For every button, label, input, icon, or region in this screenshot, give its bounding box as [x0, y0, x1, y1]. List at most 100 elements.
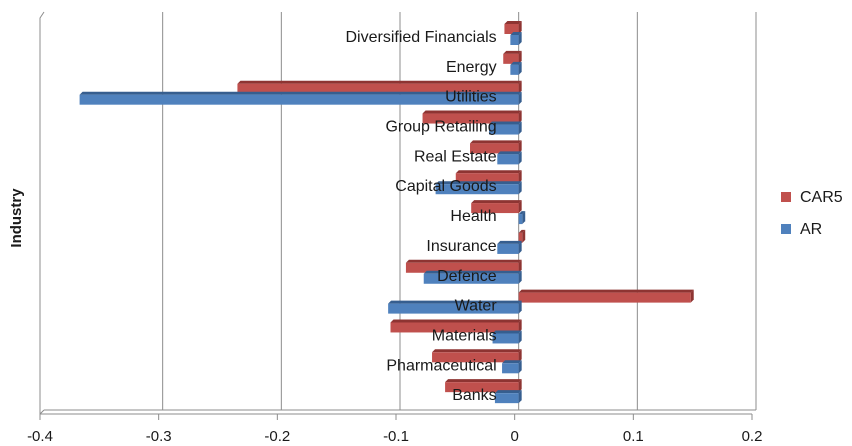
bar-side-face: [518, 21, 522, 34]
bar-side-face: [518, 80, 522, 94]
category-label: Group Retailing: [385, 119, 496, 136]
bar-top-face: [422, 110, 522, 114]
category-labels: Diversified Financials Energy Utilities Gro…: [345, 29, 497, 404]
car5-legend-label: CAR5: [800, 189, 843, 206]
bar-side-face: [518, 330, 522, 344]
bar-top-face: [390, 319, 522, 323]
bar-top-face: [492, 330, 522, 334]
ar-bar: [423, 273, 519, 284]
category-label: Energy: [446, 59, 497, 76]
bar-top-face: [79, 91, 522, 95]
bar-side-face: [518, 360, 522, 374]
ar-bar: [435, 184, 519, 195]
bar-side-face: [518, 170, 522, 184]
axis-wall: [39, 11, 45, 416]
x-tick-label: 0: [510, 428, 518, 445]
ar-bar: [492, 333, 519, 344]
bar-side-face: [518, 91, 522, 105]
bar-top-face: [494, 390, 522, 394]
bar-top-face: [510, 61, 522, 65]
bar-top-face: [518, 289, 694, 293]
bar-top-face: [237, 80, 522, 84]
category-label: Banks: [452, 387, 496, 404]
bar-top-face: [470, 140, 522, 144]
car5-bar: [518, 292, 691, 303]
bar-side-face: [522, 229, 526, 243]
ar-bar: [79, 94, 519, 105]
bar-side-face: [518, 319, 522, 333]
bar-side-face: [518, 349, 522, 363]
x-tick-label: 0.2: [742, 428, 763, 445]
car5-bar: [504, 24, 519, 34]
bar-top-face: [471, 200, 522, 204]
ar-bar: [502, 363, 519, 374]
car5-bar: [470, 143, 519, 154]
bar-side-face: [518, 300, 522, 314]
bar-top-face: [388, 300, 522, 304]
x-tick-labels: -0.4 -0.3 -0.2 -0.1 0 0.1 0.2: [27, 428, 762, 445]
x-tick-label: 0.1: [623, 428, 644, 445]
bar-side-face: [518, 200, 522, 214]
bar-top-face: [489, 121, 522, 125]
category-label: Materials: [432, 327, 497, 344]
category-label: Water: [455, 298, 498, 315]
ar-legend-label: AR: [800, 221, 822, 238]
car5-bar: [518, 232, 523, 243]
bar-side-face: [518, 151, 522, 165]
category-label: Defence: [437, 268, 497, 285]
ar-bar: [510, 35, 519, 45]
car5-legend-swatch: [781, 192, 791, 202]
bar-side-face: [518, 110, 522, 124]
bars: [79, 21, 694, 404]
bar-side-face: [518, 379, 522, 393]
car5-bar: [471, 203, 519, 214]
bar-side-face: [518, 259, 522, 273]
car5-bar: [455, 173, 519, 184]
bar-side-face: [518, 121, 522, 135]
bar-side-face: [518, 61, 522, 75]
bar-top-face: [502, 360, 522, 364]
bar-top-face: [455, 170, 522, 174]
ar-bar: [494, 393, 519, 404]
bar-top-face: [423, 270, 522, 274]
ar-bar: [497, 243, 519, 254]
bar-top-face: [405, 259, 522, 263]
car5-bar: [432, 352, 519, 363]
bar-top-face: [518, 229, 526, 233]
bar-side-face: [518, 181, 522, 195]
bar-side-face: [522, 211, 526, 225]
category-label: Health: [450, 208, 496, 225]
bar-side-face: [518, 140, 522, 154]
axis-frame: [39, 11, 756, 420]
x-tick-label: -0.2: [264, 428, 290, 445]
legend: CAR5 AR: [781, 189, 843, 238]
bar-top-face: [432, 349, 522, 353]
ar-legend-swatch: [781, 224, 791, 234]
category-label: Utilities: [445, 89, 497, 106]
category-label: Capital Goods: [395, 178, 496, 195]
bar-top-face: [503, 50, 522, 54]
bar-top-face: [497, 151, 522, 155]
category-label: Pharmaceutical: [386, 357, 496, 374]
bar-side-face: [518, 32, 522, 45]
category-label: Diversified Financials: [345, 29, 496, 46]
gridlines: [162, 12, 757, 410]
bar-top-face: [435, 181, 522, 185]
ar-bar: [388, 303, 519, 314]
bar-side-face: [518, 50, 522, 64]
car5-bar: [422, 113, 519, 124]
category-label: Insurance: [426, 238, 496, 255]
bar-side-face: [690, 289, 694, 303]
x-tick-label: -0.1: [383, 428, 409, 445]
bar-top-face: [518, 211, 526, 215]
y-axis-title: Industry: [8, 188, 25, 248]
car5-bar: [237, 83, 519, 94]
bar-side-face: [518, 270, 522, 284]
bar-top-face: [504, 21, 522, 24]
ar-bar: [510, 64, 519, 75]
bar-top-face: [497, 240, 522, 244]
bar-side-face: [518, 240, 522, 254]
bar-top-face: [510, 32, 522, 35]
ar-bar: [497, 154, 519, 165]
